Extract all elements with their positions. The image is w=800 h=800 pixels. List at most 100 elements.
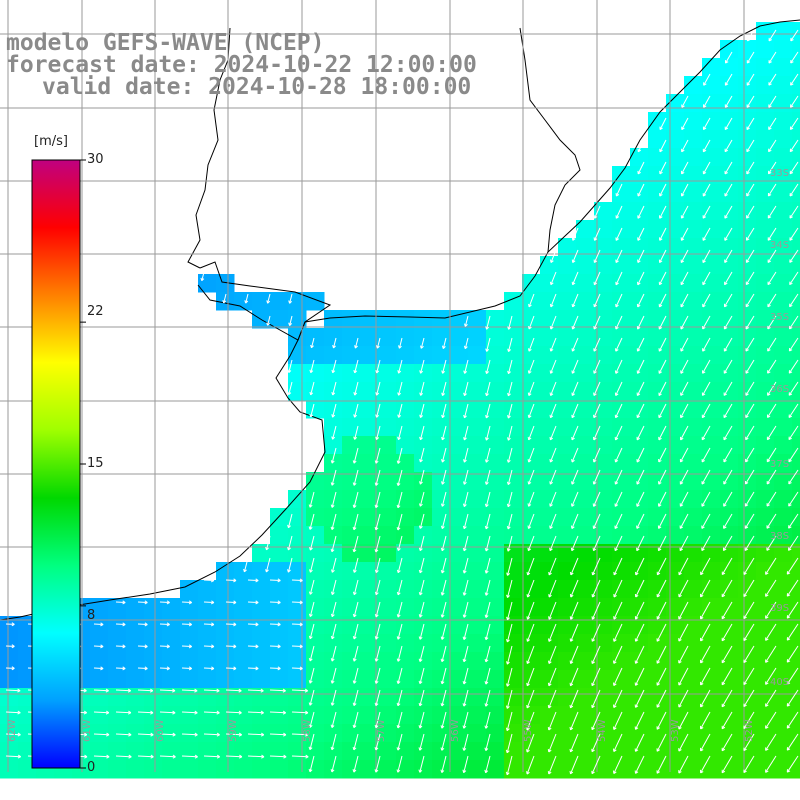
wind-arrow-head bbox=[310, 569, 313, 573]
wind-arrow bbox=[548, 601, 557, 620]
wind-arrow bbox=[701, 425, 711, 441]
wind-arrow bbox=[570, 579, 579, 598]
wind-arrow-head bbox=[637, 393, 641, 397]
wind-arrow bbox=[485, 645, 491, 663]
wind-arrow-head bbox=[746, 260, 750, 263]
wind-cell bbox=[756, 508, 775, 527]
wind-arrow bbox=[765, 733, 777, 751]
wind-cell bbox=[756, 364, 775, 383]
wind-cell bbox=[576, 310, 595, 329]
wind-arrow-head bbox=[397, 614, 401, 618]
wind-cell bbox=[792, 94, 800, 113]
wind-cell bbox=[360, 490, 379, 509]
wind-cell bbox=[738, 634, 757, 653]
wind-arrow bbox=[724, 161, 733, 175]
wind-arrow bbox=[309, 645, 315, 662]
wind-arrow-head bbox=[288, 370, 292, 373]
wind-cell bbox=[180, 688, 199, 707]
wind-arrow-head bbox=[353, 703, 357, 706]
wind-arrow bbox=[291, 733, 309, 736]
wind-arrow bbox=[790, 73, 799, 86]
wind-arrow-head bbox=[550, 437, 554, 441]
wind-cell bbox=[684, 76, 703, 95]
wind-arrow bbox=[593, 403, 601, 418]
wind-arrow-head bbox=[767, 415, 771, 418]
wind-arrow-head bbox=[376, 392, 380, 396]
wind-arrow-head bbox=[789, 349, 793, 352]
wind-cell bbox=[216, 760, 235, 779]
wind-arrow-head bbox=[528, 504, 532, 507]
wind-arrow bbox=[702, 183, 711, 197]
wind-cell bbox=[702, 310, 721, 329]
wind-cell bbox=[144, 742, 163, 761]
wind-cell bbox=[126, 616, 145, 635]
wind-arrow-head bbox=[768, 83, 772, 86]
wind-cell bbox=[666, 688, 685, 707]
wind-arrow bbox=[743, 623, 755, 641]
wind-cell bbox=[702, 130, 721, 149]
wind-cell bbox=[360, 454, 379, 473]
wind-cell bbox=[792, 526, 800, 545]
wind-cell bbox=[594, 346, 613, 365]
wind-cell bbox=[486, 310, 505, 329]
wind-arrow bbox=[376, 425, 381, 440]
wind-arrow-head bbox=[188, 622, 192, 625]
wind-cell bbox=[396, 688, 415, 707]
colorbar-label-30: 30 bbox=[87, 152, 104, 167]
wind-cell bbox=[522, 364, 541, 383]
wind-cell bbox=[774, 580, 793, 599]
wind-arrow-head bbox=[353, 614, 357, 618]
wind-arrow-head bbox=[507, 548, 511, 552]
wind-arrow bbox=[269, 623, 281, 625]
wind-arrow-head bbox=[790, 149, 794, 153]
wind-arrow bbox=[526, 667, 535, 686]
wind-arrow bbox=[331, 491, 337, 508]
wind-arrow-head bbox=[570, 749, 574, 753]
wind-arrow bbox=[397, 491, 403, 508]
lon-label: 56W bbox=[450, 719, 461, 742]
wind-arrow bbox=[269, 733, 286, 736]
wind-arrow bbox=[353, 667, 359, 684]
wind-arrow-head bbox=[767, 460, 771, 463]
wind-cell bbox=[486, 724, 505, 743]
wind-arrow-head bbox=[507, 526, 511, 530]
wind-arrow-head bbox=[397, 636, 401, 640]
wind-arrow-head bbox=[550, 415, 554, 419]
wind-cell bbox=[774, 562, 793, 581]
wind-cell bbox=[306, 328, 325, 347]
wind-arrow bbox=[310, 359, 315, 373]
wind-arrow bbox=[678, 733, 689, 752]
wind-cell bbox=[126, 724, 145, 743]
wind-cell bbox=[522, 454, 541, 473]
wind-cell bbox=[684, 760, 703, 779]
wind-cell bbox=[594, 364, 613, 383]
wind-cell bbox=[756, 760, 775, 779]
wind-arrow-head bbox=[591, 727, 595, 731]
wind-cell bbox=[108, 706, 127, 725]
wind-arrow bbox=[745, 469, 755, 485]
wind-arrow-head bbox=[572, 238, 576, 241]
wind-arrow bbox=[635, 645, 645, 664]
wind-arrow-head bbox=[743, 682, 747, 686]
wind-arrow bbox=[765, 579, 777, 597]
wind-arrow bbox=[570, 689, 579, 709]
wind-arrow-head bbox=[463, 570, 467, 574]
valid-date: valid date: 2024-10-28 18:00:00 bbox=[42, 74, 472, 100]
wind-cell bbox=[270, 526, 289, 545]
wind-cell bbox=[702, 760, 721, 779]
wind-cell bbox=[576, 760, 595, 779]
wind-cell bbox=[756, 742, 775, 761]
wind-arrow bbox=[485, 667, 491, 685]
wind-arrow-head bbox=[398, 437, 401, 441]
wind-arrow-head bbox=[571, 415, 575, 419]
wind-cell bbox=[792, 382, 800, 401]
wind-cell bbox=[738, 652, 757, 671]
wind-arrow bbox=[613, 689, 623, 708]
wind-arrow-head bbox=[724, 194, 728, 197]
wind-cell bbox=[522, 742, 541, 761]
wind-arrow-head bbox=[700, 594, 704, 598]
wind-arrow-head bbox=[788, 437, 792, 441]
wind-arrow-head bbox=[681, 238, 685, 241]
wind-arrow-head bbox=[659, 194, 663, 197]
wind-arrow bbox=[115, 733, 132, 736]
